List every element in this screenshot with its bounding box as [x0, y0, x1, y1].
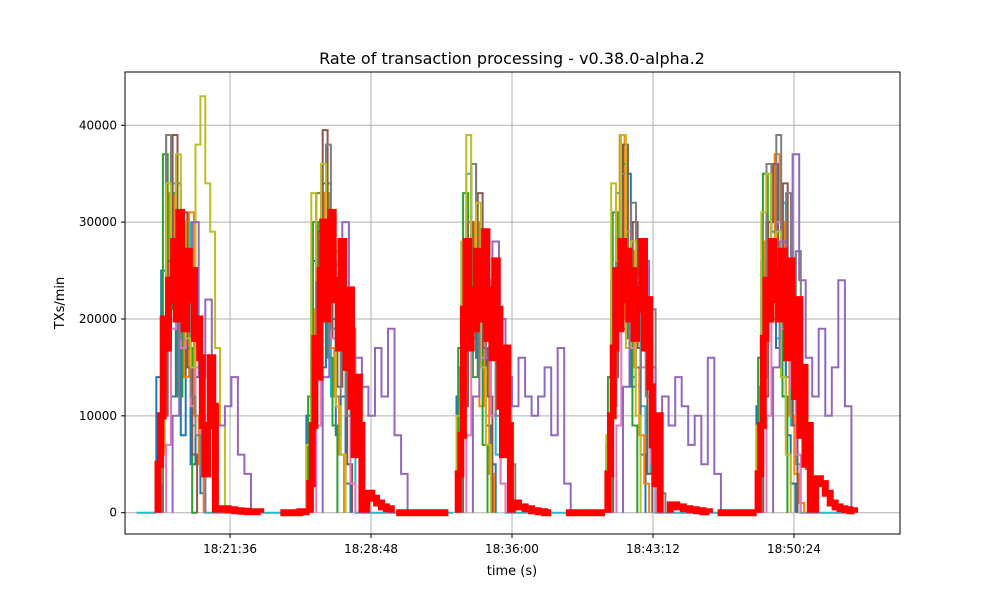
y-tick-label: 10000 — [79, 409, 117, 423]
ticks: 18:21:36 18:28:48 18:36:00 18:43:12 18:50:24… — [79, 118, 821, 556]
y-axis-label: TXs/min — [53, 277, 68, 331]
y-tick-label: 40000 — [79, 118, 117, 132]
y-tick-label: 20000 — [79, 312, 117, 326]
x-tick-label: 18:43:12 — [626, 542, 680, 556]
series-line-8 — [171, 153, 853, 513]
y-tick-label: 30000 — [79, 215, 117, 229]
x-tick-label: 18:50:24 — [767, 542, 821, 556]
x-axis-label: time (s) — [487, 564, 537, 579]
x-tick-label: 18:28:48 — [344, 542, 398, 556]
x-tick-label: 18:21:36 — [203, 542, 257, 556]
x-tick-label: 18:36:00 — [485, 542, 539, 556]
plot-area — [136, 95, 859, 517]
chart-title: Rate of transaction processing - v0.38.0… — [319, 49, 705, 68]
y-tick-label: 0 — [109, 506, 117, 520]
series-line-9 — [154, 208, 859, 517]
